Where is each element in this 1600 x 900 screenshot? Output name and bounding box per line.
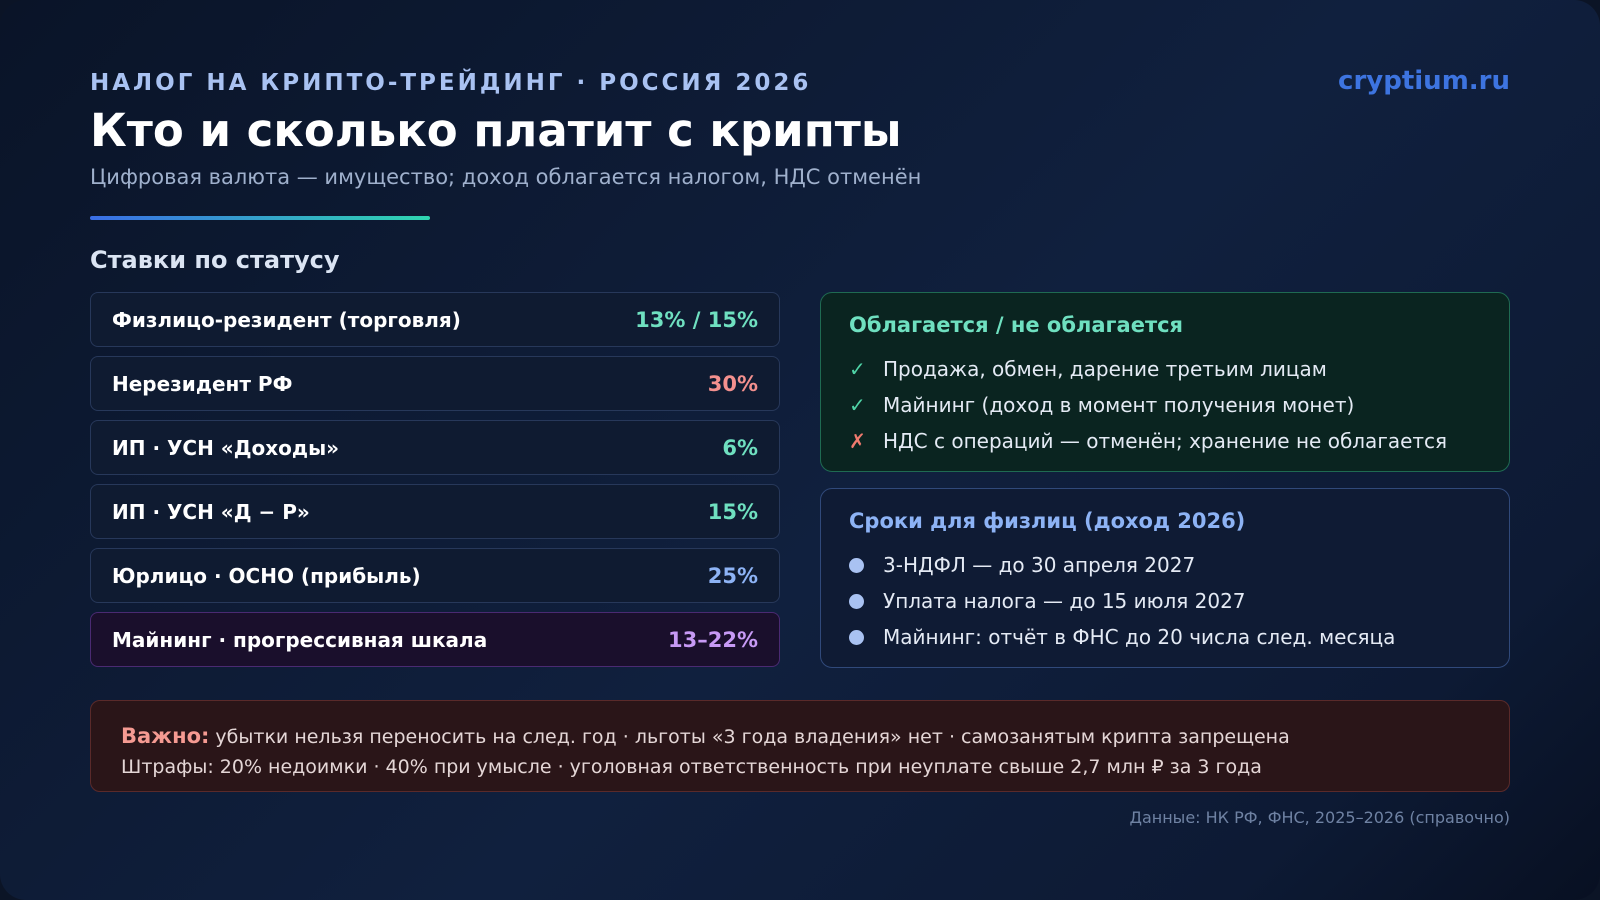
item-text: Продажа, обмен, дарение третьим лицам [883,357,1327,381]
rate-row: Юрлицо · ОСНО (прибыль) 25% [90,548,780,603]
rate-label: ИП · УСН «Доходы» [112,435,340,460]
box-title: Сроки для физлиц (доход 2026) [849,509,1246,533]
rate-label: Юрлицо · ОСНО (прибыль) [112,563,421,588]
section-heading: Ставки по статусу [90,246,340,274]
rate-value: 13–22% [668,627,758,652]
item-text: НДС с операций — отменён; хранение не об… [883,429,1448,453]
check-mark: ✓ [849,357,866,381]
list-item: 3-НДФЛ — до 30 апреля 2027 [849,547,1481,583]
rate-row: Нерезидент РФ 30% [90,356,780,411]
item-text: Уплата налога — до 15 июля 2027 [883,589,1246,613]
rate-row: Майнинг · прогрессивная шкала 13–22% [90,612,780,667]
rate-value: 13% / 15% [635,307,758,332]
rate-label: Физлицо-резидент (торговля) [112,307,461,332]
source: Данные: НК РФ, ФНС, 2025–2026 (справочно… [1129,808,1510,827]
note-text: убытки нельзя переносить на след. год · … [215,726,1290,748]
note-label: Важно: [121,724,210,748]
bullet [849,593,864,609]
box-title: Облагается / не облагается [849,313,1184,337]
rate-value: 25% [707,563,758,588]
check-mark: ✗ [849,429,866,453]
rate-row: ИП · УСН «Доходы» 6% [90,420,780,475]
bullet [849,557,864,573]
title: Кто и сколько платит с крипты [90,104,902,157]
rate-label: Нерезидент РФ [112,371,293,396]
check-mark: ✓ [849,393,866,417]
rate-label: Майнинг · прогрессивная шкала [112,627,488,652]
list-item: ✗ НДС с операций — отменён; хранение не о… [849,423,1481,459]
item-text: 3-НДФЛ — до 30 апреля 2027 [883,553,1196,577]
item-text: Майнинг: отчёт в ФНС до 20 числа след. м… [883,625,1396,649]
rate-label: ИП · УСН «Д − Р» [112,499,310,524]
list-item: Майнинг: отчёт в ФНС до 20 числа след. м… [849,619,1481,655]
rate-row: Физлицо-резидент (торговля) 13% / 15% [90,292,780,347]
item-text: Майнинг (доход в момент получения монет) [883,393,1355,417]
rate-value: 6% [722,435,758,460]
taxable-box: Облагается / не облагается ✓ Продажа, обм… [820,292,1510,472]
accent-bar [90,216,430,220]
rate-value: 15% [707,499,758,524]
note: Важно: убытки нельзя переносить на след. … [90,700,1510,792]
list-item: ✓ Майнинг (доход в момент получения монет… [849,387,1481,423]
rate-value: 30% [707,371,758,396]
note-text: Штрафы: 20% недоимки · 40% при умысле · … [121,756,1262,778]
bullet [849,629,864,645]
list-item: ✓ Продажа, обмен, дарение третьим лицам [849,351,1481,387]
kicker: НАЛОГ НА КРИПТО-ТРЕЙДИНГ · РОССИЯ 2026 [90,70,812,96]
brand[interactable]: cryptium.ru [1338,66,1510,96]
rate-row: ИП · УСН «Д − Р» 15% [90,484,780,539]
deadlines-box: Сроки для физлиц (доход 2026) 3-НДФЛ — д… [820,488,1510,668]
subtitle: Цифровая валюта — имущество; доход облаг… [90,165,922,189]
list-item: Уплата налога — до 15 июля 2027 [849,583,1481,619]
